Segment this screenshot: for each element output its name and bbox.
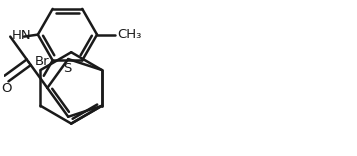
Text: CH₃: CH₃: [117, 28, 141, 41]
Text: O: O: [1, 82, 12, 95]
Text: HN: HN: [12, 29, 32, 42]
Text: Br: Br: [35, 55, 49, 68]
Text: S: S: [63, 62, 71, 76]
